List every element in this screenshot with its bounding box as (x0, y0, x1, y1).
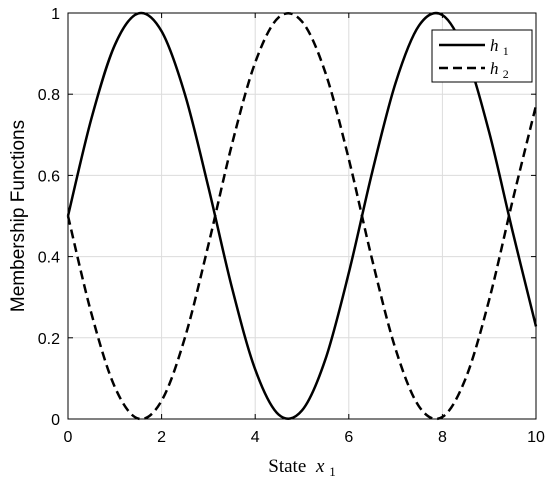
legend: h 1 h 2 (431, 29, 533, 83)
x-tick-label: 8 (438, 429, 447, 446)
legend-label-h1-sub: 1 (503, 44, 509, 58)
legend-label-h1-name: h (490, 36, 499, 55)
x-tick-label: 2 (157, 429, 166, 446)
legend-label-h2-sub: 2 (503, 67, 509, 81)
x-tick-label: 10 (527, 429, 545, 446)
y-tick-label: 1 (51, 6, 60, 23)
legend-label-h2-name: h (490, 59, 499, 78)
legend-label-h1: h 1 (490, 36, 509, 58)
legend-box (431, 29, 533, 83)
y-tick-label: 0.2 (38, 331, 60, 348)
y-tick-label: 0 (51, 412, 60, 429)
x-axis-label-var: x (315, 456, 325, 477)
x-axis-label: State x 1 (268, 456, 335, 479)
plot-frame (67, 12, 537, 420)
y-axis-label: Membership Functions (8, 120, 29, 312)
x-tick-label: 0 (64, 429, 73, 446)
y-tick-label: 0.6 (38, 168, 60, 185)
y-tick-label: 0.8 (38, 87, 60, 104)
x-axis-label-text: State (268, 456, 306, 477)
legend-label-h2: h 2 (490, 59, 509, 81)
x-tick-label: 4 (251, 429, 260, 446)
axis-ticks: 0 2 4 6 8 10 0 0.2 0.4 0.6 0.8 1 (38, 6, 545, 446)
y-tick-label: 0.4 (38, 250, 60, 267)
series-line-h2 (66, 12, 538, 421)
x-tick-label: 6 (344, 429, 353, 446)
x-axis-label-sub: 1 (329, 464, 336, 479)
